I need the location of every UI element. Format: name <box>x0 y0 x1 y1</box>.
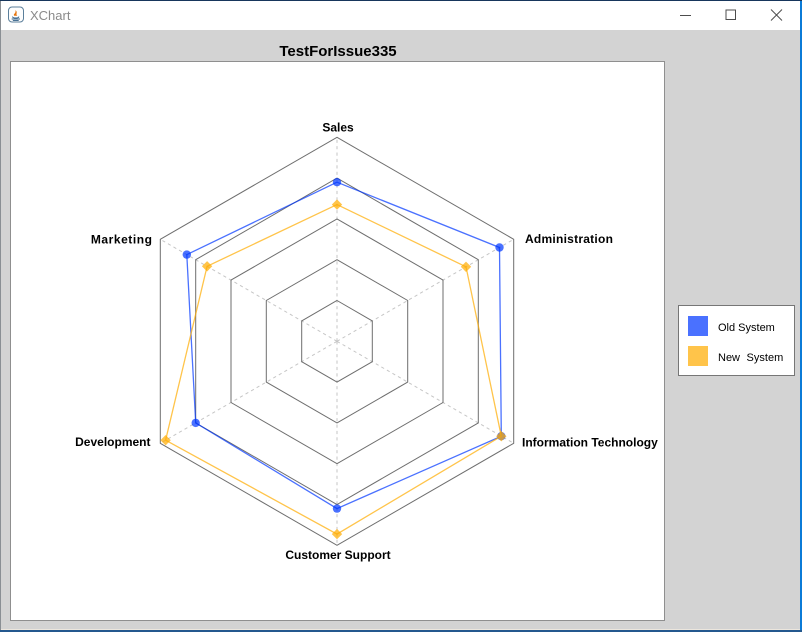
svg-text:TestForIssue335: TestForIssue335 <box>279 43 396 60</box>
svg-text:Customer Support: Customer Support <box>285 548 390 562</box>
svg-text:Information Technology: Information Technology <box>522 436 658 450</box>
svg-text:Development: Development <box>75 435 150 449</box>
svg-text:New System: New System <box>718 352 783 364</box>
svg-text:Administration: Administration <box>525 232 613 246</box>
svg-text:Old System: Old System <box>718 322 775 334</box>
svg-text:Marketing: Marketing <box>91 233 153 247</box>
svg-text:Sales: Sales <box>322 121 354 135</box>
